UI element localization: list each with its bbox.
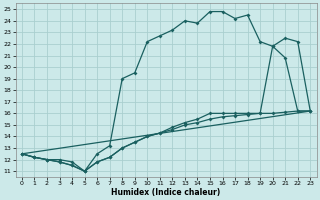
X-axis label: Humidex (Indice chaleur): Humidex (Indice chaleur) xyxy=(111,188,221,197)
